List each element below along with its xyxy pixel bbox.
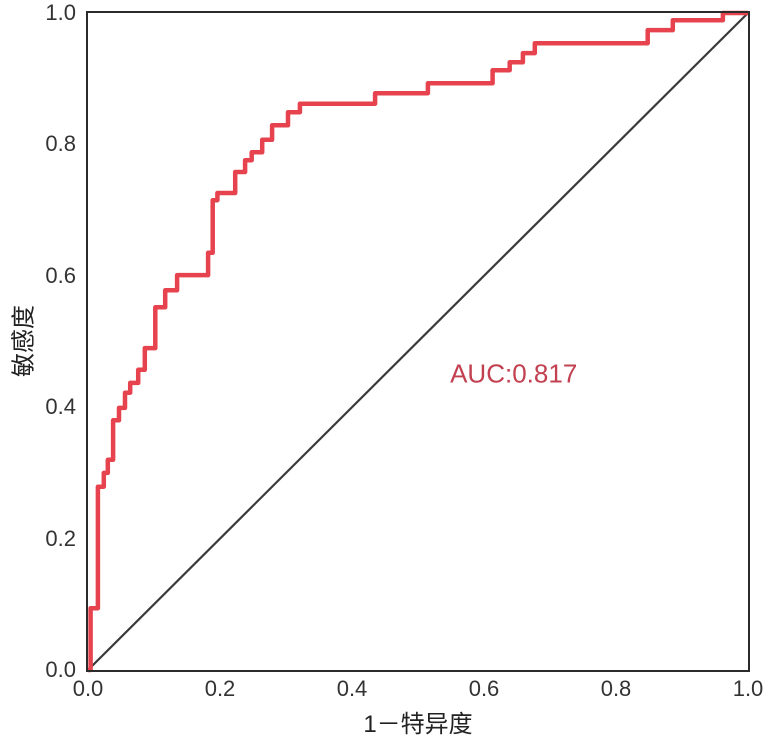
y-tick-label: 0.6 [45,262,76,288]
y-tick-label: 0.8 [45,131,76,157]
x-tick-label: 0.4 [336,676,368,701]
chance-diagonal-line [87,12,749,671]
x-tick-label: 0.8 [600,676,632,701]
y-tick-label: 0.0 [45,657,76,682]
x-tick-label: 0.2 [204,676,236,701]
x-tick-label: 0.6 [468,676,500,701]
x-axis-label: 1－特异度 [363,711,473,738]
x-tick-label: 1.0 [732,676,764,701]
y-tick-label: 0.2 [45,525,76,551]
y-tick-label: 1.0 [45,0,76,25]
roc-curve-line [88,10,748,673]
y-tick-label: 0.4 [45,394,76,420]
plot-area [86,10,750,673]
auc-annotation: AUC:0.817 [450,358,578,389]
x-tick-label: 0.0 [72,676,104,701]
y-axis-label: 敏感度 [10,305,38,377]
roc-curve-canvas [87,10,749,673]
